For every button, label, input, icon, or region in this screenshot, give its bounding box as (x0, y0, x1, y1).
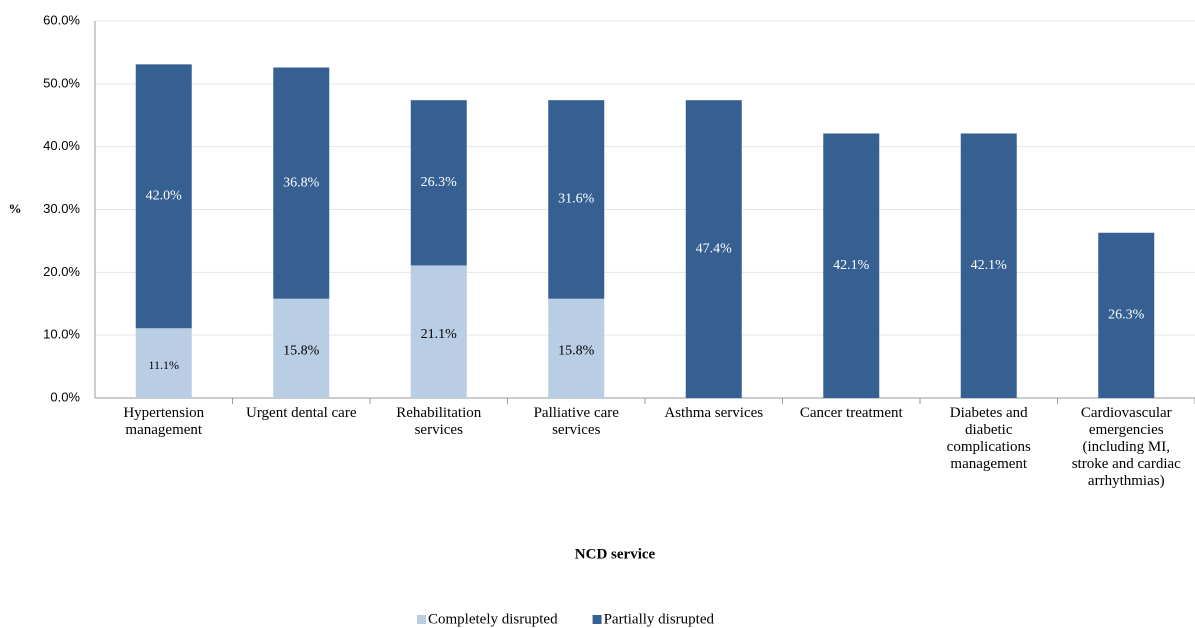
x-tick-line: services (552, 422, 600, 438)
value-label: 31.6% (558, 192, 595, 207)
x-tick-label: Rehabilitation services (396, 405, 481, 438)
x-axis-label: NCD service (575, 546, 656, 562)
y-tick-label: 30.0% (43, 201, 80, 216)
bar (273, 298, 330, 398)
y-tick-label: 50.0% (43, 75, 80, 90)
x-tick-line: management (950, 456, 1027, 472)
bar (1098, 232, 1155, 398)
y-tick-label: 20.0% (43, 264, 80, 279)
bar (273, 67, 330, 299)
legend-label: Completely disrupted (428, 611, 558, 627)
x-tick-line: arrhythmias) (1088, 473, 1165, 489)
y-tick-label: 0.0% (50, 389, 80, 404)
bar (823, 133, 880, 398)
x-tick-label: Hypertension management (123, 405, 204, 438)
x-tick-label: Cancer treatment (800, 405, 904, 421)
x-tick-label: Palliative care services (534, 405, 620, 438)
y-axis-label: % (9, 201, 22, 216)
x-tick-line: services (415, 422, 463, 438)
x-tick-line: Diabetes and (950, 405, 1028, 421)
value-label: 42.1% (833, 258, 870, 273)
x-tick-line: Asthma services (664, 405, 763, 421)
bar (960, 133, 1017, 398)
value-label: 42.1% (971, 258, 1008, 273)
value-label: 21.1% (421, 327, 458, 342)
legend-swatch (417, 615, 426, 624)
value-label: 15.8% (558, 344, 595, 359)
x-tick-label: Cardiovascular emergencies (including MI, s… (1072, 405, 1181, 489)
y-tick-label: 60.0% (43, 12, 80, 27)
value-label: 36.8% (283, 175, 320, 190)
x-tick-line: (including MI, (1083, 439, 1171, 455)
x-tick-line: Cancer treatment (800, 405, 904, 421)
bar (135, 328, 192, 398)
value-label: 47.4% (696, 241, 733, 256)
x-tick-label: Urgent dental care (246, 405, 357, 421)
legend-label: Partially disrupted (604, 611, 715, 627)
x-tick-line: complications (947, 439, 1031, 455)
y-tick-label: 10.0% (43, 327, 80, 342)
value-label: 26.3% (1108, 308, 1145, 323)
bar (135, 64, 192, 329)
x-tick-line: Rehabilitation (396, 405, 481, 421)
bar (548, 100, 605, 299)
x-tick-line: stroke and cardiac (1072, 456, 1181, 472)
value-label: 15.8% (283, 344, 320, 359)
x-tick-line: diabetic (965, 422, 1013, 438)
bar (548, 298, 605, 398)
x-tick-line: Cardiovascular (1081, 405, 1172, 421)
x-tick-line: management (125, 422, 202, 438)
value-label: 42.0% (146, 189, 183, 204)
x-tick-label: Diabetes and diabetic complications managem… (947, 405, 1031, 472)
legend-swatch (592, 615, 602, 624)
bar (410, 265, 467, 398)
value-label: 11.1% (148, 358, 179, 372)
x-tick-label: Asthma services (664, 405, 763, 421)
y-tick-label: 40.0% (43, 138, 80, 153)
x-tick-line: Urgent dental care (246, 405, 357, 421)
value-label: 26.3% (421, 175, 458, 190)
x-tick-line: Palliative care (534, 405, 620, 421)
bar (685, 100, 742, 399)
x-tick-line: emergencies (1089, 422, 1164, 438)
x-tick-line: Hypertension (123, 405, 204, 421)
bar (410, 100, 467, 266)
